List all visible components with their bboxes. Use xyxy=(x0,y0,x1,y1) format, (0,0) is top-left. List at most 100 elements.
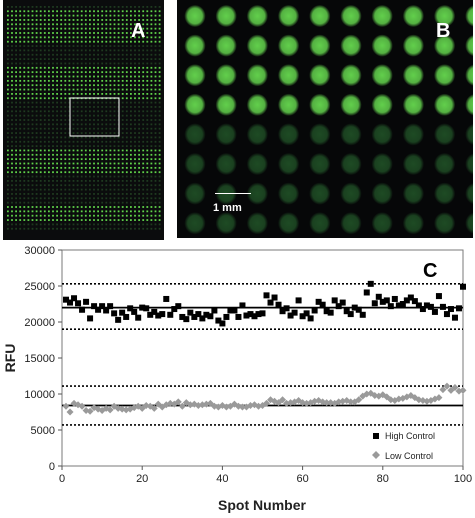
high-control-point xyxy=(191,313,198,320)
array-spot xyxy=(138,123,140,126)
high-control-point xyxy=(271,294,278,301)
array-spot xyxy=(97,106,99,108)
array-spot xyxy=(80,23,83,26)
array-spot xyxy=(35,201,38,204)
array-spot xyxy=(31,84,34,87)
array-spot xyxy=(60,153,63,156)
array-spot xyxy=(146,214,149,217)
array-spot xyxy=(109,45,112,47)
array-spot xyxy=(117,79,120,82)
array-spot xyxy=(130,66,132,69)
array-spot xyxy=(76,71,79,74)
array-spot xyxy=(93,106,95,108)
array-spot xyxy=(23,19,26,21)
array-spot xyxy=(142,88,145,91)
array-spot xyxy=(109,149,112,152)
array-spot xyxy=(11,127,13,130)
array-spot xyxy=(35,145,38,147)
array-spot xyxy=(138,53,140,56)
array-spot xyxy=(7,53,9,56)
array-spot xyxy=(93,93,95,95)
array-spot xyxy=(158,58,161,60)
array-spot xyxy=(105,53,108,56)
array-spot xyxy=(52,40,54,43)
array-spot xyxy=(27,23,30,26)
array-spot xyxy=(89,79,91,82)
high-control-point xyxy=(367,280,374,287)
array-spot xyxy=(105,101,108,104)
array-spot xyxy=(52,106,54,108)
array-spot xyxy=(68,184,71,187)
array-spot xyxy=(146,227,149,230)
array-spot xyxy=(134,49,136,52)
array-spot xyxy=(27,145,30,147)
array-spot xyxy=(11,140,13,143)
array-spot xyxy=(121,27,124,30)
panel-b-zoom-image: B 1 mm xyxy=(177,0,475,238)
array-spot xyxy=(52,84,54,87)
array-spot xyxy=(130,88,132,91)
array-spot xyxy=(130,97,132,100)
array-spot xyxy=(138,119,140,121)
array-spot xyxy=(23,153,26,156)
array-spot xyxy=(150,140,153,143)
array-spot xyxy=(117,153,120,156)
zoomed-spot xyxy=(278,212,300,235)
array-spot xyxy=(84,140,87,143)
array-spot xyxy=(15,106,17,108)
array-spot xyxy=(31,23,34,26)
array-spot xyxy=(89,14,91,17)
array-spot xyxy=(113,45,116,47)
array-spot xyxy=(35,45,38,47)
array-spot xyxy=(80,197,83,200)
array-spot xyxy=(84,6,87,8)
zoomed-spot xyxy=(402,212,424,235)
array-spot xyxy=(101,193,104,195)
array-spot xyxy=(154,6,157,8)
array-spot xyxy=(7,19,9,21)
array-spot xyxy=(146,40,149,43)
array-spot xyxy=(158,10,161,13)
array-spot xyxy=(142,93,145,95)
array-spot xyxy=(27,197,30,200)
array-spot xyxy=(15,162,17,165)
array-spot xyxy=(60,123,63,126)
array-spot xyxy=(89,201,91,204)
array-spot xyxy=(101,145,104,147)
array-spot xyxy=(48,127,50,130)
array-spot xyxy=(158,62,161,65)
array-spot xyxy=(101,184,104,187)
high-control-point xyxy=(460,283,466,290)
array-spot xyxy=(125,110,128,113)
array-spot xyxy=(19,127,22,130)
zoomed-spots-image xyxy=(184,5,475,235)
high-control-point xyxy=(279,308,286,315)
array-spot xyxy=(43,45,46,47)
array-spot xyxy=(93,210,95,213)
array-spot xyxy=(84,136,87,139)
array-spot xyxy=(97,206,99,208)
zoomed-spot xyxy=(184,64,206,87)
array-spot xyxy=(27,127,30,130)
array-spot xyxy=(35,97,38,100)
array-spot xyxy=(138,58,140,60)
array-spot xyxy=(134,219,136,221)
array-spot xyxy=(97,101,99,104)
array-spot xyxy=(39,97,42,100)
zoomed-spot xyxy=(184,93,206,116)
array-spot xyxy=(56,158,58,161)
array-spot xyxy=(125,10,128,13)
high-control-point xyxy=(87,315,94,322)
array-spot xyxy=(72,119,75,121)
array-spot xyxy=(150,49,153,52)
array-spot xyxy=(64,19,67,21)
array-spot xyxy=(31,201,34,204)
array-spot xyxy=(80,149,83,152)
array-spot xyxy=(56,127,58,130)
array-spot xyxy=(35,136,38,139)
array-spot xyxy=(146,153,149,156)
array-spot xyxy=(93,14,95,17)
array-spot xyxy=(93,10,95,13)
array-spot xyxy=(80,201,83,204)
array-spot xyxy=(11,145,13,147)
